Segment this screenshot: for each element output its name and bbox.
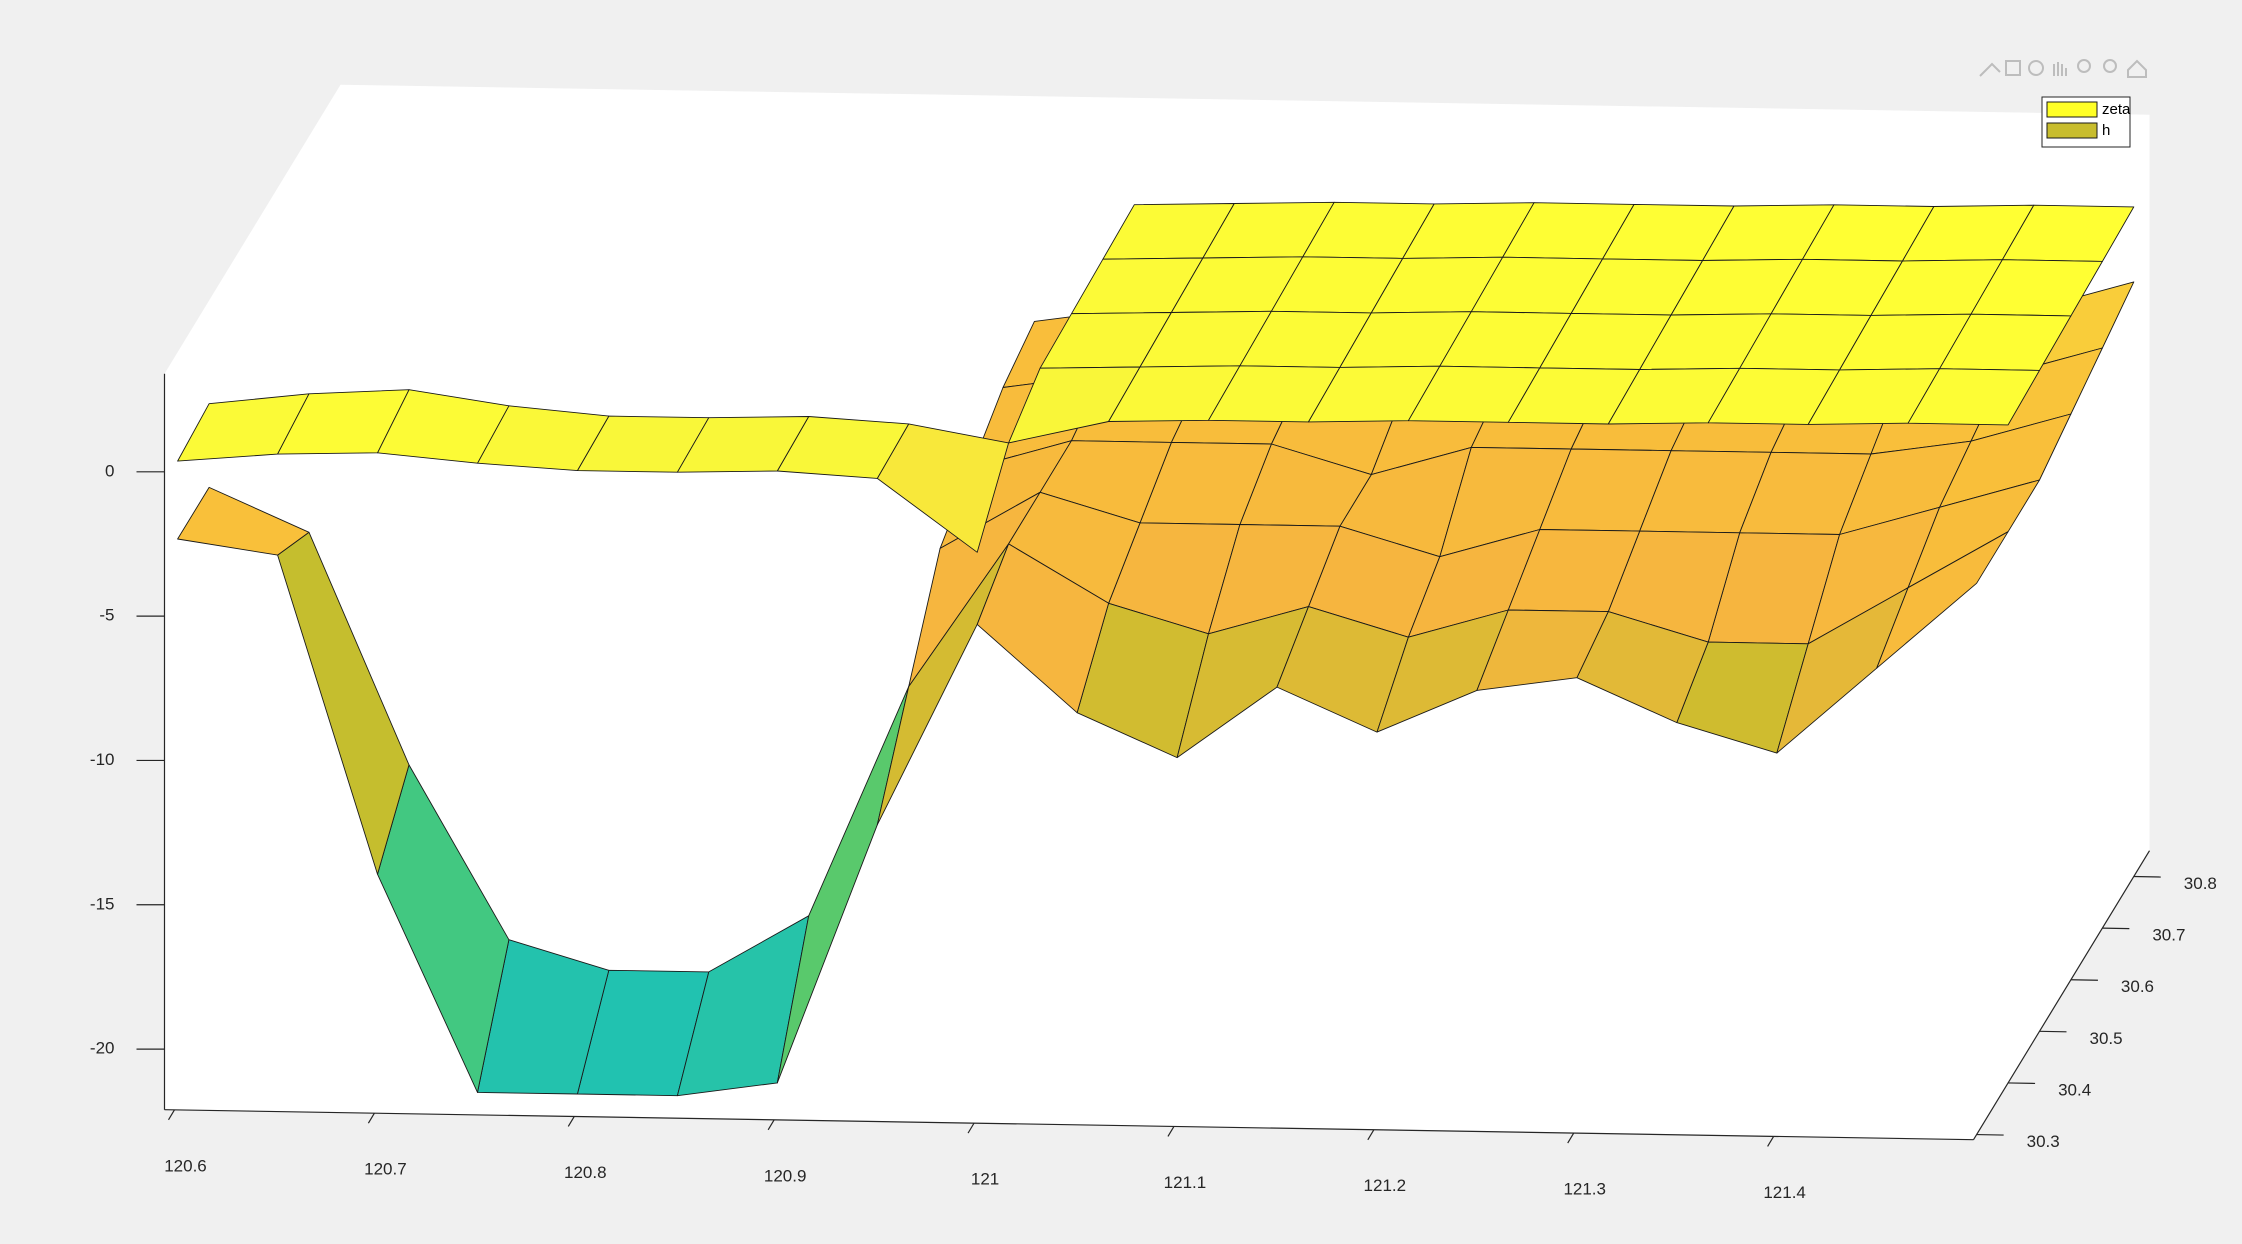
surfaces [177, 201, 2135, 1097]
x-tick-label: 120.7 [364, 1160, 407, 1179]
legend-swatch [2046, 122, 2098, 139]
x-tick-label: 121.3 [1563, 1180, 1606, 1199]
toolbar-icon[interactable] [2127, 59, 2147, 78]
x-tick [167, 1109, 176, 1121]
surface-patch [1476, 609, 1609, 691]
z-tick-label: -15 [90, 894, 115, 913]
y-tick-label: 30.5 [2090, 1029, 2123, 1048]
axes: 120.6 120.7 120.8 120.9 121 121.1 121.2 121.3 12… [90, 373, 2217, 1202]
z-tick-label: -10 [90, 750, 115, 769]
x-tick [767, 1119, 775, 1131]
x-tick [567, 1116, 575, 1127]
toolbar-icon[interactable] [2005, 60, 2021, 76]
x-tick [1367, 1129, 1375, 1141]
y-tick-label: 30.6 [2121, 977, 2154, 996]
x-tick-label: 121.1 [1164, 1173, 1207, 1192]
toolbar-icon[interactable] [2103, 59, 2117, 73]
y-tick [1976, 1133, 2004, 1136]
surface-patch [1907, 368, 2040, 426]
legend-swatch [2046, 101, 2098, 118]
surface-patch [676, 416, 810, 473]
y-tick-label: 30.7 [2152, 926, 2185, 945]
y-tick-label: 30.8 [2184, 874, 2217, 893]
legend-label: zeta [2102, 101, 2131, 118]
x-tick-label: 120.6 [164, 1156, 207, 1175]
y-tick-label: 30.4 [2058, 1080, 2091, 1099]
surface-patch [976, 543, 1110, 714]
axes-toolbar [1979, 59, 2147, 78]
z-tick-label: -20 [90, 1039, 115, 1058]
x-axis-line [164, 1109, 1974, 1141]
surface-patch [277, 389, 410, 455]
y-tick [2039, 1030, 2067, 1033]
surface-patch [1876, 531, 2009, 669]
x-tick [1567, 1132, 1575, 1144]
x-tick-label: 121.4 [1763, 1183, 1806, 1202]
toolbar-icon[interactable] [2028, 60, 2044, 76]
y-tick [2008, 1082, 2036, 1085]
surface-patch [177, 486, 310, 556]
y-tick [2102, 927, 2130, 930]
toolbar-icon[interactable] [2077, 59, 2091, 73]
x-tick-label: 120.8 [564, 1163, 607, 1182]
x-tick [1167, 1126, 1175, 1137]
y-tick [2133, 875, 2161, 878]
x-tick-label: 121.2 [1364, 1176, 1407, 1195]
y-tick-label: 30.3 [2027, 1132, 2060, 1151]
z-tick-label: 0 [105, 461, 114, 480]
x-tick [367, 1112, 375, 1124]
x-tick-label: 121 [971, 1170, 999, 1189]
y-axis-line [1972, 850, 2151, 1141]
x-tick [967, 1122, 975, 1134]
x-tick-label: 120.9 [764, 1166, 807, 1185]
legend-label: h [2102, 122, 2110, 139]
toolbar-icon[interactable] [2053, 62, 2067, 76]
x-tick [1767, 1136, 1775, 1147]
z-tick-label: -5 [99, 606, 114, 625]
toolbar-icon[interactable] [1979, 62, 2001, 77]
legend: zeta h [2041, 96, 2131, 148]
y-tick [2070, 979, 2098, 981]
